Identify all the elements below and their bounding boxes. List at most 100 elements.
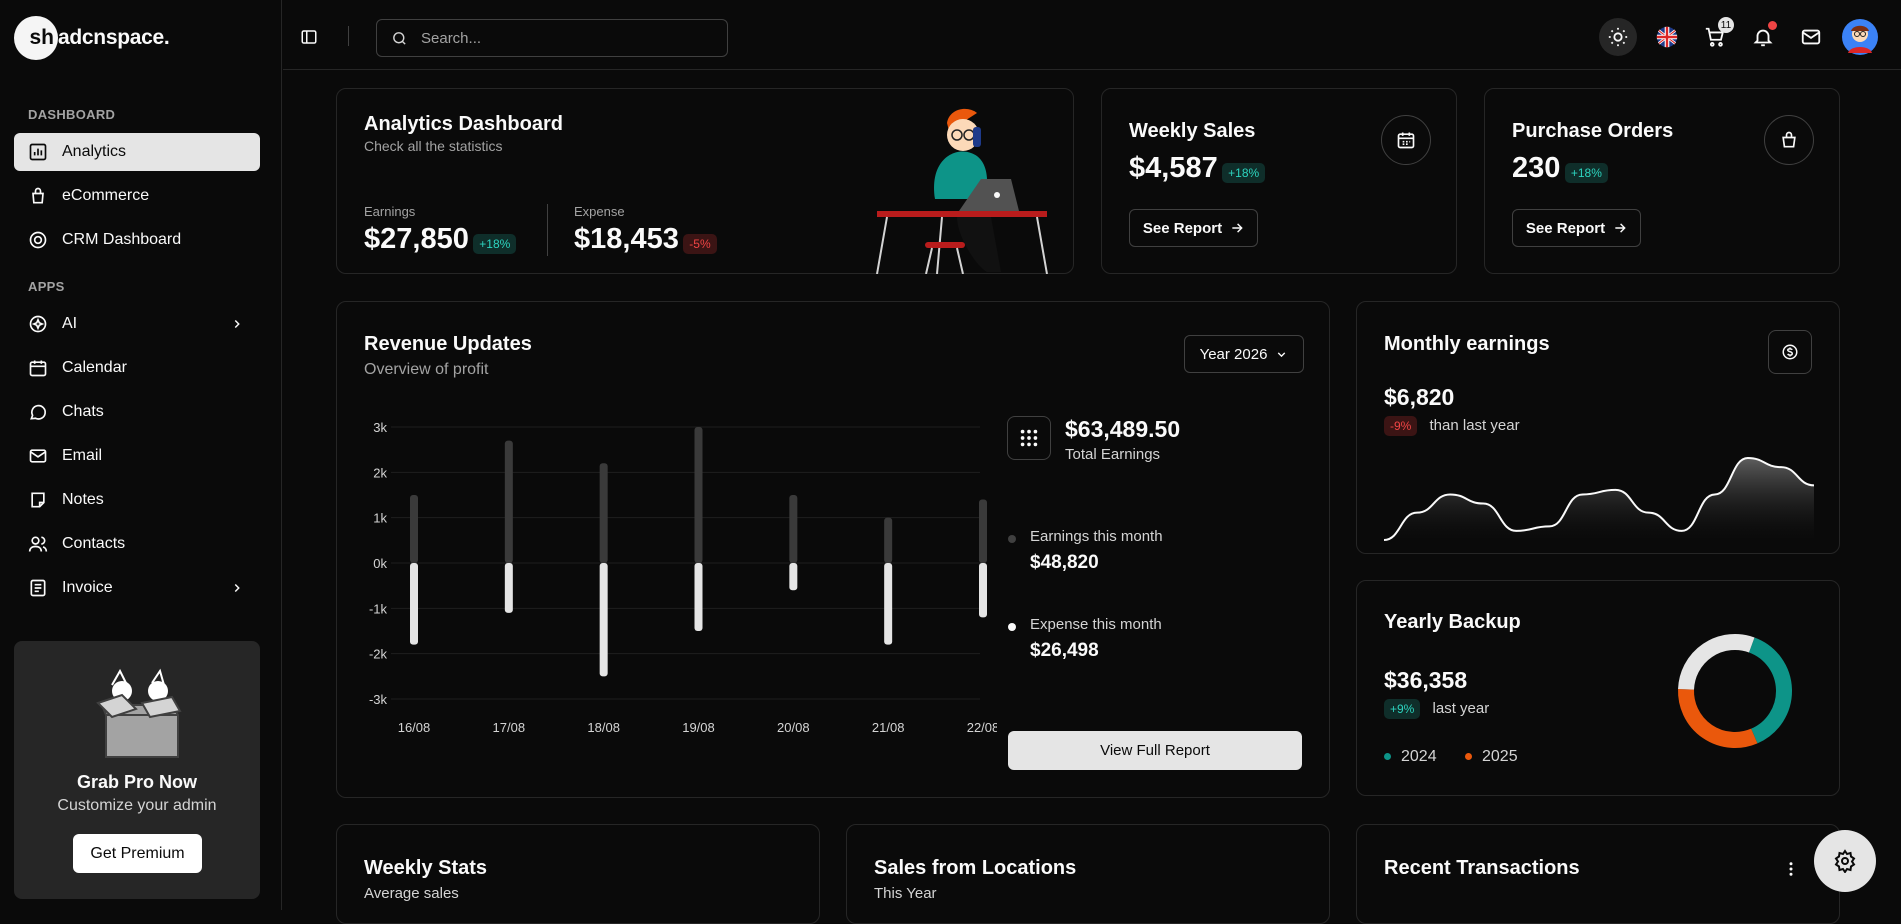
revenue-updates-card: Revenue Updates Overview of profit Year … (336, 301, 1330, 798)
earnings-bar (979, 499, 987, 563)
weekly-stats-card: Weekly Stats Average sales (336, 824, 820, 924)
expense-bar (599, 563, 608, 677)
earnings-bar (694, 427, 703, 563)
bag-button[interactable] (1764, 115, 1814, 165)
sidebar-item-ai[interactable]: AI (14, 305, 260, 343)
y-tick-label: 1k (373, 511, 387, 526)
view-full-report-button[interactable]: View Full Report (1008, 731, 1302, 770)
expense-bar (979, 563, 987, 618)
sidebar-item-contacts[interactable]: Contacts (14, 525, 260, 563)
weekly-sales-badge: +18% (1222, 162, 1266, 183)
uk-flag-icon (1656, 26, 1678, 48)
x-tick-label: 21/08 (872, 720, 905, 735)
cart-count-badge: 11 (1718, 17, 1734, 33)
brand-logo[interactable]: sh adcnspace. (14, 16, 170, 60)
sidebar-item-notes[interactable]: Notes (14, 481, 260, 519)
sidebar-item-email[interactable]: Email (14, 437, 260, 475)
language-selector[interactable] (1648, 18, 1686, 56)
chevron-down-icon (1278, 351, 1286, 357)
earnings-bar (504, 440, 513, 563)
target-icon (29, 231, 47, 249)
sidebar-item-label: AI (62, 315, 78, 332)
area-line (1384, 456, 1814, 541)
year-select[interactable]: Year 2026 (1184, 335, 1304, 373)
sidebar-item-label: Chats (62, 403, 104, 420)
purchase-orders-badge: +18% (1564, 162, 1608, 183)
analytics-dashboard-card: Analytics Dashboard Check all the statis… (336, 88, 1074, 274)
upgrade-promo-card: Grab Pro Now Customize your admin Get Pr… (14, 641, 260, 899)
card-title: Weekly Sales (1129, 120, 1256, 142)
note-icon (31, 492, 45, 508)
donut-slice-2025 (1678, 689, 1758, 748)
mail-icon (29, 449, 47, 463)
sidebar-item-label: Calendar (62, 359, 127, 376)
notifications-button[interactable] (1744, 18, 1782, 56)
yearly-backup-card: Yearly Backup $36,358 +9% last year 2024… (1356, 580, 1840, 796)
earnings-bar (410, 495, 418, 563)
see-report-button[interactable]: See Report (1129, 209, 1258, 247)
y-tick-label: -2k (369, 647, 388, 662)
sidebar-toggle-button[interactable] (292, 20, 326, 54)
notification-dot (1768, 21, 1777, 30)
card-title: Monthly earnings (1384, 333, 1550, 355)
x-tick-label: 20/08 (777, 720, 810, 735)
purchase-orders-value: 230 (1512, 152, 1561, 184)
avatar-icon (1842, 19, 1878, 55)
earnings-bar (789, 495, 798, 563)
settings-fab[interactable] (1814, 830, 1876, 892)
cart-icon (1705, 27, 1724, 47)
legend-dot (1465, 753, 1472, 761)
get-premium-button[interactable]: Get Premium (73, 834, 202, 873)
more-vertical-icon[interactable] (1782, 860, 1800, 878)
see-report-button[interactable]: See Report (1512, 209, 1641, 247)
brand-mark: sh (14, 16, 58, 60)
earnings-legend-dot (1008, 535, 1016, 543)
calendar-button[interactable] (1381, 115, 1431, 165)
card-subtitle: This Year (874, 885, 937, 902)
search-input[interactable]: Search... (376, 19, 728, 57)
apps-grid-button[interactable] (1007, 416, 1051, 460)
cart-button[interactable]: 11 (1696, 17, 1734, 56)
card-title: Purchase Orders (1512, 120, 1674, 142)
yearly-badge: +9% (1384, 699, 1421, 719)
card-subtitle: Overview of profit (364, 361, 489, 378)
card-subtitle: Average sales (364, 885, 459, 902)
sidebar-item-analytics[interactable]: Analytics (14, 133, 260, 171)
sidebar-item-invoice[interactable]: Invoice (14, 569, 260, 607)
sidebar-item-crm[interactable]: CRM Dashboard (14, 221, 260, 259)
weekly-sales-card: Weekly Sales $4,587 +18% See Report (1101, 88, 1457, 274)
sun-icon (1608, 27, 1628, 47)
expense-bar (410, 563, 418, 645)
sidebar-item-label: Email (62, 447, 103, 464)
y-tick-label: -1k (369, 601, 388, 616)
x-tick-label: 19/08 (682, 720, 715, 735)
sidebar-item-chats[interactable]: Chats (14, 393, 260, 431)
bar-chart-icon (29, 143, 47, 161)
messages-button[interactable] (1792, 18, 1830, 56)
sidebar-item-calendar[interactable]: Calendar (14, 349, 260, 387)
users-icon (28, 536, 48, 552)
sidebar-item-ecommerce[interactable]: eCommerce (14, 177, 260, 215)
yearly-donut-chart (1678, 634, 1792, 748)
earnings-bar (599, 463, 608, 563)
bell-icon (1753, 29, 1773, 47)
expense-legend-dot (1008, 623, 1016, 631)
purchase-orders-card: Purchase Orders 230 +18% See Report (1484, 88, 1840, 274)
card-title: Weekly Stats (364, 857, 488, 879)
legend-label: 2024 (1401, 748, 1437, 765)
y-tick-label: 0k (373, 556, 387, 571)
button-label: See Report (1142, 219, 1223, 237)
chat-bubble-icon (30, 404, 46, 420)
calendar-icon (29, 360, 47, 377)
theme-toggle-button[interactable] (1599, 18, 1637, 56)
earnings-label: Earnings (364, 204, 416, 219)
dollar-button[interactable] (1768, 330, 1812, 374)
sidebar: sh adcnspace. DASHBOARD Analytics eComme… (0, 0, 282, 910)
monthly-badge: -9% (1384, 416, 1418, 436)
yearly-value: $36,358 (1384, 667, 1468, 693)
user-avatar[interactable] (1841, 18, 1879, 56)
card-title: Recent Transactions (1384, 857, 1580, 879)
monthly-value: $6,820 (1384, 384, 1455, 410)
card-title: Revenue Updates (364, 333, 532, 355)
purchase-orders-row: 230 +18% (1512, 152, 1608, 185)
